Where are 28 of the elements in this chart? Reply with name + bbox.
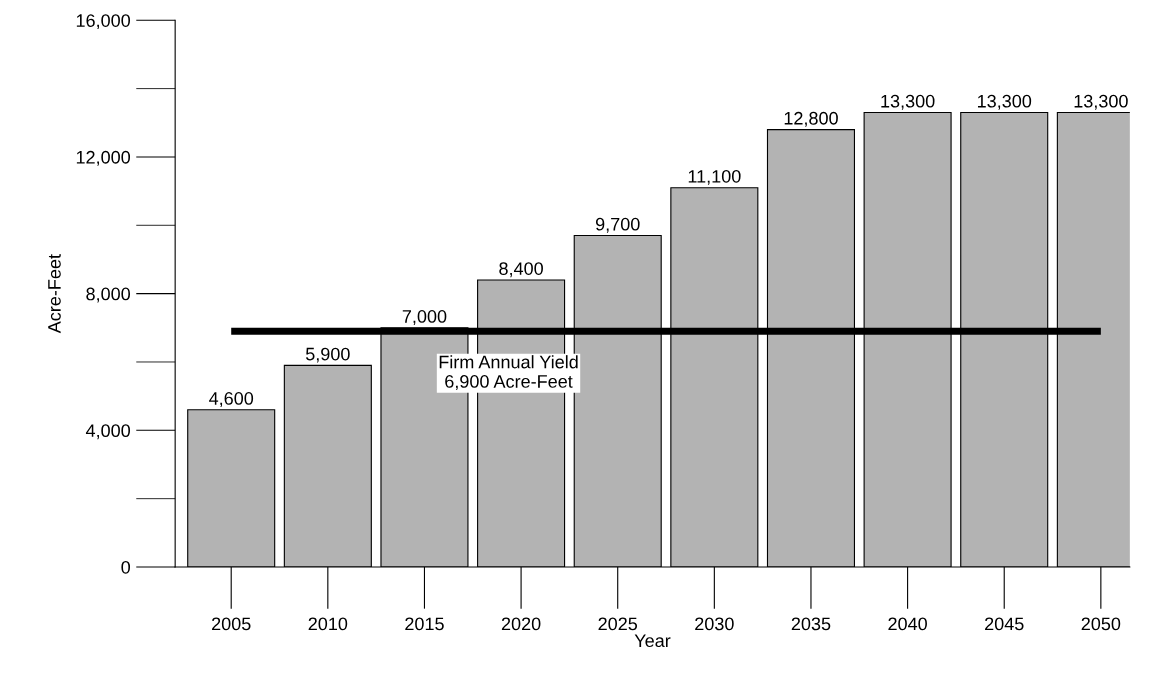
data-label: 13,300 xyxy=(881,94,935,110)
y-tick-label: 8,000 xyxy=(86,287,131,303)
data-label: 9,700 xyxy=(595,217,640,233)
data-label: 5,900 xyxy=(305,347,350,363)
x-tick-label: 2035 xyxy=(791,617,831,631)
data-label: 13,300 xyxy=(977,94,1032,110)
data-label: 7,000 xyxy=(402,310,447,325)
x-tick-label: 2030 xyxy=(695,617,734,631)
y-axis-title: Acre-Feet xyxy=(48,254,61,334)
x-tick-label: 2020 xyxy=(501,617,541,631)
ref-line-label: Firm Annual Yield 6,900 Acre-Feet xyxy=(439,355,578,390)
x-tick-label: 2040 xyxy=(888,617,927,631)
x-tick-label: 2025 xyxy=(598,617,638,631)
data-label: 8,400 xyxy=(499,262,543,278)
x-tick-label: 2050 xyxy=(1081,617,1121,631)
x-axis-title: Year xyxy=(634,634,671,648)
data-label: 13,300 xyxy=(1074,94,1128,110)
x-tick-label: 2015 xyxy=(405,617,444,631)
y-tick-label: 12,000 xyxy=(76,150,131,166)
x-tick-label: 2010 xyxy=(308,617,348,631)
x-tick-label: 2005 xyxy=(212,617,251,631)
x-tick-label: 2045 xyxy=(985,617,1024,631)
data-label: 11,100 xyxy=(688,169,741,185)
y-tick-label: 16,000 xyxy=(76,14,131,30)
data-label: 12,800 xyxy=(784,111,838,127)
y-tick-label: 4,000 xyxy=(85,424,131,440)
y-tick-label: 0 xyxy=(121,560,131,574)
data-label: 4,600 xyxy=(209,392,254,407)
